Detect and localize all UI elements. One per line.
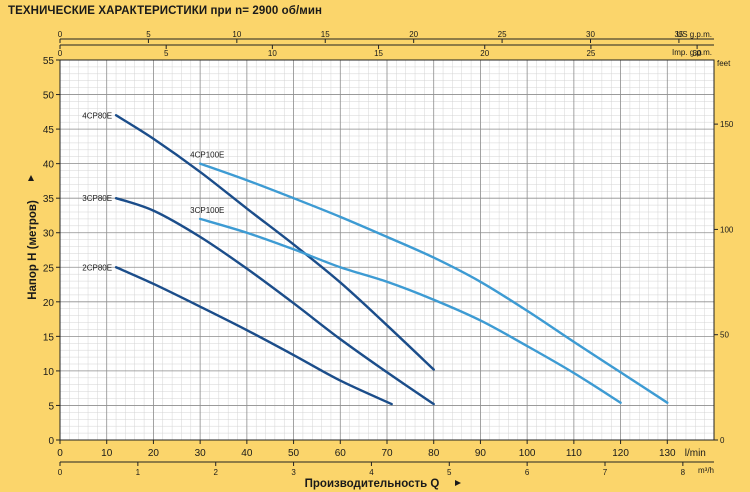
x-axis-arrow-icon bbox=[455, 480, 461, 486]
m3h-tick-label: 4 bbox=[369, 468, 374, 477]
us-gpm-unit-label: US g.p.m. bbox=[676, 30, 712, 39]
y-axis-title: Напор H (метров) bbox=[27, 200, 39, 300]
y-tick-label: 45 bbox=[43, 125, 55, 136]
series-line-3cp100e bbox=[198, 217, 622, 404]
y-tick-label: 15 bbox=[43, 332, 55, 343]
chart-title: ТЕХНИЧЕСКИЕ ХАРАКТЕРИСТИКИ при n= 2900 о… bbox=[8, 5, 323, 17]
x-tick-label: 20 bbox=[148, 448, 160, 459]
feet-unit-label: feet bbox=[717, 59, 731, 68]
series-label-4cp80e: 4CP80E bbox=[82, 111, 112, 120]
y-tick-label: 30 bbox=[43, 229, 55, 240]
imp-gpm-tick-label: 15 bbox=[374, 49, 383, 58]
x-tick-label: 10 bbox=[101, 448, 113, 459]
bottom-axes: 0 10 20 30 40 50 60 70 80 90 100 110 120 130 l/min 0 1 2 3… bbox=[57, 440, 714, 477]
series-line-4cp100e bbox=[198, 162, 669, 404]
m3h-tick-label: 5 bbox=[447, 468, 452, 477]
feet-tick-label: 100 bbox=[720, 225, 734, 234]
series-layer: 2CP80E 3CP80E 4CP80E 4CP100E 3CP100E bbox=[82, 111, 669, 406]
imp-gpm-tick-label: 5 bbox=[164, 49, 169, 58]
us-gpm-tick-label: 10 bbox=[232, 30, 241, 39]
series-line-3cp80e bbox=[114, 196, 435, 406]
x-tick-label: 50 bbox=[288, 448, 300, 459]
x-tick-label: 120 bbox=[612, 448, 629, 459]
m3h-tick-label: 7 bbox=[603, 468, 608, 477]
y-tick-label: 20 bbox=[43, 298, 55, 309]
feet-tick-label: 150 bbox=[720, 120, 734, 129]
x-tick-label: 90 bbox=[475, 448, 487, 459]
imp-gpm-unit-label: Imp. g.p.m. bbox=[672, 48, 712, 57]
us-gpm-tick-label: 5 bbox=[146, 30, 151, 39]
us-gpm-tick-label: 30 bbox=[586, 30, 595, 39]
series-label-2cp80e: 2CP80E bbox=[82, 263, 112, 272]
imp-gpm-tick-label: 0 bbox=[58, 49, 63, 58]
us-gpm-tick-label: 15 bbox=[321, 30, 330, 39]
series-line-2cp80e bbox=[114, 266, 393, 406]
x-tick-label: 0 bbox=[57, 448, 63, 459]
y-tick-label: 55 bbox=[43, 56, 55, 67]
y-axis-arrow-icon bbox=[28, 175, 34, 181]
us-gpm-tick-label: 25 bbox=[498, 30, 507, 39]
us-gpm-tick-label: 0 bbox=[58, 30, 63, 39]
m3h-tick-label: 1 bbox=[136, 468, 141, 477]
imp-gpm-tick-label: 10 bbox=[268, 49, 277, 58]
series-label-3cp80e: 3CP80E bbox=[82, 194, 112, 203]
x-tick-label: 70 bbox=[381, 448, 393, 459]
us-gpm-tick-label: 20 bbox=[409, 30, 418, 39]
m3h-tick-label: 3 bbox=[291, 468, 296, 477]
imp-gpm-tick-label: 30 bbox=[693, 49, 702, 58]
y-tick-label: 25 bbox=[43, 263, 55, 274]
m3h-tick-label: 0 bbox=[58, 468, 63, 477]
y-tick-label: 50 bbox=[43, 91, 55, 102]
x-tick-label: 100 bbox=[519, 448, 536, 459]
imp-gpm-tick-label: 20 bbox=[480, 49, 489, 58]
left-axis-head: 0 5 10 15 20 25 30 35 40 45 50 55 bbox=[43, 56, 60, 447]
y-tick-label: 40 bbox=[43, 160, 55, 171]
y-tick-label: 10 bbox=[43, 367, 55, 378]
m3h-tick-label: 6 bbox=[525, 468, 530, 477]
x-tick-label: 40 bbox=[241, 448, 253, 459]
imp-gpm-tick-label: 25 bbox=[586, 49, 595, 58]
series-label-4cp100e: 4CP100E bbox=[190, 151, 224, 160]
x-tick-label: 30 bbox=[195, 448, 207, 459]
y-tick-label: 5 bbox=[48, 401, 54, 412]
x-tick-label: 130 bbox=[659, 448, 676, 459]
feet-tick-label: 0 bbox=[720, 436, 725, 445]
x-tick-label: 60 bbox=[335, 448, 347, 459]
x-axis-title: Производительность Q bbox=[305, 478, 440, 490]
y-tick-label: 0 bbox=[48, 436, 54, 447]
x-tick-label: 110 bbox=[566, 448, 582, 459]
right-axis-feet: 0 50 100 150 feet bbox=[714, 59, 734, 445]
series-line-4cp80e bbox=[114, 114, 435, 371]
m3h-tick-label: 2 bbox=[213, 468, 218, 477]
x-tick-label: 80 bbox=[428, 448, 440, 459]
m3h-tick-label: 8 bbox=[681, 468, 686, 477]
feet-tick-label: 50 bbox=[720, 331, 729, 340]
us-gpm-tick-label: 35 bbox=[674, 30, 683, 39]
series-label-3cp100e: 3CP100E bbox=[190, 206, 224, 215]
m3h-unit-label: m³/h bbox=[698, 466, 714, 475]
y-tick-label: 35 bbox=[43, 194, 55, 205]
x-unit-label: l/min bbox=[685, 448, 706, 459]
